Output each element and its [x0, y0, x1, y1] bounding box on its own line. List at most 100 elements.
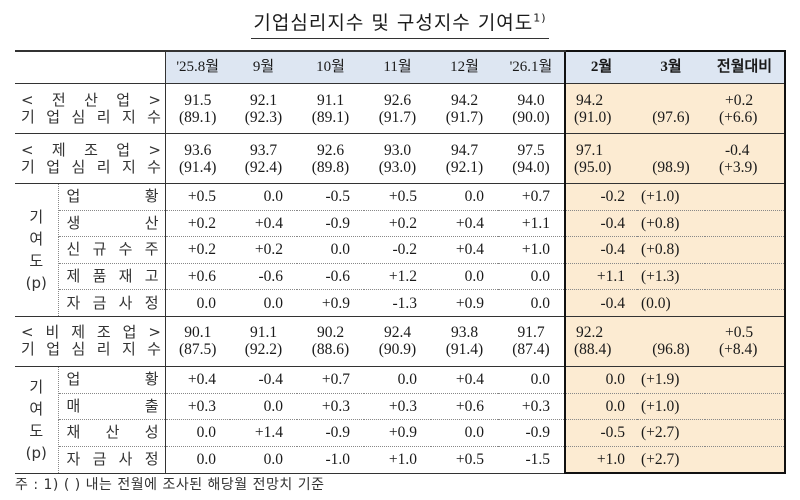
index-value-cell: 90.1 (87.5) — [165, 316, 230, 367]
contribution-value: -0.9 — [498, 419, 565, 447]
contribution-value: -0.6 — [230, 263, 297, 291]
forecast-value: (89.1) — [311, 108, 350, 126]
index-value-cell: (96.8) — [637, 316, 705, 367]
title-footnote-marker: 1) — [533, 11, 547, 25]
current-value — [637, 142, 705, 159]
contribution-value: +0.4 — [431, 236, 498, 264]
current-value: 90.1 — [184, 324, 212, 342]
index-value-cell: 92.1 (92.3) — [230, 83, 297, 134]
forecast-value: (92.4) — [244, 158, 283, 176]
contribution-value: (+1.9) — [637, 366, 705, 394]
current-value: 94.2 — [576, 91, 604, 109]
current-value: 90.2 — [316, 324, 345, 342]
forecast-value: (97.6) — [652, 108, 690, 126]
forecast-value: (91.4) — [179, 158, 217, 176]
contribution-value: +0.4 — [165, 366, 230, 394]
header-blank — [15, 50, 166, 84]
contribution-value — [705, 183, 786, 211]
contribution-value: 0.0 — [165, 419, 230, 447]
contribution-value: +1.4 — [230, 419, 297, 447]
index-value-cell: 91.7 (87.4) — [498, 316, 565, 367]
index-label: < 전 산 업 > 기 업 심 리 지 수 — [15, 83, 166, 134]
index-value-cell: (97.6) — [637, 83, 705, 134]
forecast-value: (88.4) — [574, 341, 612, 359]
contribution-value: (+1.3) — [637, 263, 705, 291]
index-label-line1: < 제 조 업 > — [21, 140, 161, 159]
contribution-row: 매 출 +0.3 0.0 +0.3 +0.3 +0.6 +0.3 0.0 (+1.0) — [15, 393, 786, 421]
contribution-value — [705, 263, 786, 291]
contribution-value: -0.6 — [297, 263, 364, 291]
contribution-value: 0.0 — [498, 263, 565, 291]
contribution-value: 0.0 — [230, 393, 297, 421]
table-title: 기업심리지수 및 구성지수 기여도1) — [0, 8, 800, 39]
contribution-value: +0.4 — [230, 210, 297, 238]
forecast-value: (88.6) — [311, 341, 350, 359]
index-label: < 제 조 업 > 기 업 심 리 지 수 — [15, 133, 166, 184]
index-value-cell: 92.4 (90.9) — [364, 316, 431, 367]
contribution-value: +0.3 — [297, 393, 364, 421]
contribution-value: 0.0 — [431, 419, 498, 447]
contribution-value: +0.5 — [364, 183, 431, 211]
current-value: -0.4 — [725, 141, 750, 159]
forecast-value: (98.9) — [652, 158, 690, 176]
index-value-cell: 94.7 (92.1) — [431, 133, 498, 184]
index-value-cell: 97.1 (95.0) — [564, 133, 637, 184]
group-label-char: 기 — [29, 377, 44, 396]
forecast-value: (92.2) — [244, 341, 283, 359]
forecast-value: (90.0) — [512, 108, 550, 126]
contribution-value: (0.0) — [637, 289, 705, 317]
bsi-table: '25.8월 9월 10월 11월 12월 '26.1월 2월 3월 전월대비 < 전 산 업 > 기 업 심 리… — [15, 50, 786, 475]
contribution-value: -0.2 — [564, 183, 637, 211]
contribution-value: -0.4 — [564, 210, 637, 238]
contribution-value: 0.0 — [230, 183, 297, 211]
current-value: 92.6 — [316, 141, 345, 159]
current-value: 94.0 — [517, 91, 545, 109]
index-value-cell: 94.2 (91.7) — [431, 83, 498, 134]
current-value: 93.7 — [249, 141, 278, 159]
current-value: 91.1 — [249, 324, 278, 342]
forecast-value: (91.7) — [378, 108, 417, 126]
contribution-row: 생 산 +0.2 +0.4 -0.9 +0.2 +0.4 +1.1 -0.4 (+0.8) — [15, 210, 786, 238]
contribution-value: +0.6 — [165, 263, 230, 291]
current-value: 91.7 — [517, 324, 545, 342]
current-value: 93.8 — [450, 324, 479, 342]
column-header: 2월 — [564, 50, 637, 84]
index-row: < 제 조 업 > 기 업 심 리 지 수 93.6 (91.4) 93.7 (92.4) 92.6 (89.8… — [15, 133, 786, 184]
contribution-value — [705, 366, 786, 394]
contribution-value: 0.0 — [165, 446, 230, 474]
contribution-value: +0.5 — [431, 446, 498, 474]
index-value-cell: 93.0 (93.0) — [364, 133, 431, 184]
contribution-value: -0.4 — [564, 289, 637, 317]
contribution-row: 신 규 수 주 +0.2 +0.2 0.0 -0.2 +0.4 +1.0 -0.4 (+0.8) — [15, 236, 786, 264]
forecast-value: (+8.4) — [719, 341, 758, 359]
current-value — [637, 324, 705, 341]
contribution-value: +0.2 — [230, 236, 297, 264]
contribution-value: +0.9 — [431, 289, 498, 317]
forecast-value: (96.8) — [652, 341, 690, 359]
contribution-value: (+0.8) — [637, 236, 705, 264]
contribution-value: +0.4 — [431, 210, 498, 238]
current-value: 97.1 — [576, 141, 604, 159]
contribution-value: -1.5 — [498, 446, 565, 474]
index-value-cell: 94.2 (91.0) — [564, 83, 637, 134]
column-header: 11월 — [364, 50, 431, 84]
current-value: +0.2 — [725, 91, 754, 109]
forecast-value: (90.9) — [378, 341, 417, 359]
index-value-cell: 91.5 (89.1) — [165, 83, 230, 134]
contribution-value: 0.0 — [297, 236, 364, 264]
contribution-value: 0.0 — [564, 393, 637, 421]
contribution-value: 0.0 — [230, 289, 297, 317]
forecast-value: (93.0) — [378, 158, 417, 176]
current-value: 91.1 — [316, 91, 345, 109]
contribution-value: +0.9 — [297, 289, 364, 317]
current-value: 97.5 — [517, 141, 545, 159]
column-header: 9월 — [230, 50, 297, 84]
contribution-value: +0.7 — [498, 183, 565, 211]
current-value: 92.2 — [576, 324, 604, 342]
index-value-cell: (98.9) — [637, 133, 705, 184]
contribution-value: 0.0 — [364, 366, 431, 394]
